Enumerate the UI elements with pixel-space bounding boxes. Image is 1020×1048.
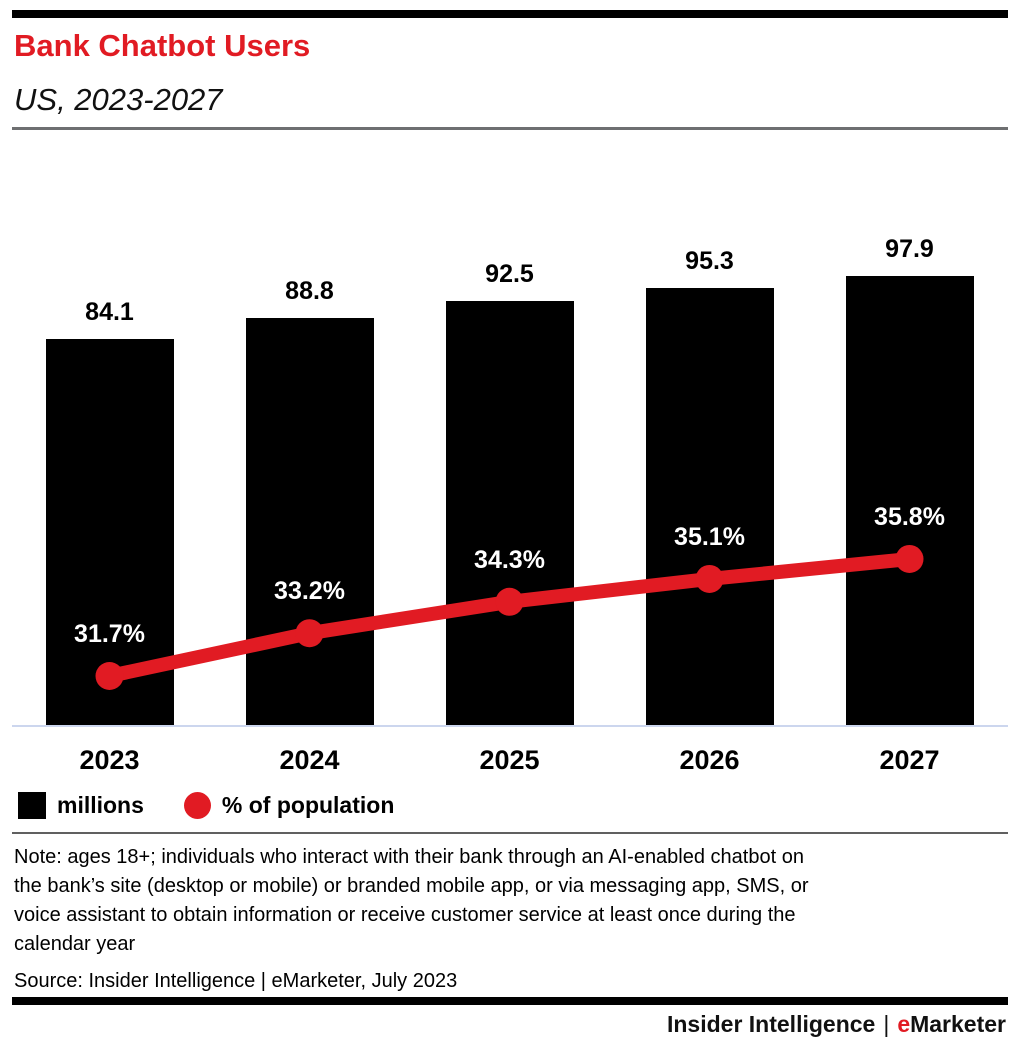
bar-2025 [445, 301, 574, 725]
bottom-rule [12, 997, 1008, 1005]
bar-value-label-2023: 84.1 [85, 298, 134, 326]
x-axis-label-2027: 2027 [879, 745, 940, 775]
bar-value-label-2026: 95.3 [685, 247, 734, 275]
legend-label-pct-of-population: % of population [221, 791, 395, 818]
pct-label-2026: 35.1% [674, 522, 745, 551]
pct-line-chart [95, 544, 924, 690]
bar-2024 [245, 318, 374, 725]
bar-series-swatch-icon [18, 791, 46, 819]
x-axis-label-2024: 2024 [279, 745, 340, 775]
footer-brand: Insider Intelligence | eMarketer [667, 1009, 1006, 1039]
bar-value-label-2024: 88.8 [285, 277, 334, 305]
pct-dot-2027 [895, 544, 924, 573]
pct-label-2027: 35.8% [874, 502, 945, 531]
footer-brand-left: Insider Intelligence [666, 1011, 876, 1037]
note-line: Note: ages 18+; individuals who interact… [14, 846, 804, 868]
legend-divider [12, 832, 1008, 834]
header-divider [12, 127, 1008, 130]
footer-brand-e: e [897, 1011, 911, 1037]
note-line: voice assistant to obtain information or… [14, 904, 796, 926]
x-axis-label-2023: 2023 [79, 745, 140, 775]
chart-legend: millions % of population [18, 790, 394, 820]
x-axis-line [12, 725, 1008, 727]
bar-value-label-2027: 97.9 [885, 235, 934, 263]
bar-2026 [645, 288, 774, 725]
source-line: Source: Insider Intelligence | eMarketer… [14, 970, 458, 992]
pct-label-2024: 33.2% [274, 577, 345, 606]
pct-dot-2026 [695, 564, 724, 593]
legend-label-millions: millions [57, 791, 144, 818]
page-subtitle: US, 2023-2027 [14, 82, 223, 117]
pct-label-2025: 34.3% [474, 545, 545, 574]
bar-2027 [845, 276, 974, 725]
chart-plot: 84.1 2023 88.8 2024 92.5 2025 95.3 2026 97.9 2027… [0, 130, 1020, 780]
note-line: calendar year [14, 933, 136, 955]
line-series-swatch-icon [183, 791, 211, 819]
footer-brand-separator: | [883, 1011, 890, 1037]
pct-dot-2025 [495, 587, 524, 616]
note-block: Note: ages 18+; individuals who interact… [14, 843, 809, 959]
pct-line [102, 551, 917, 683]
x-axis-label-2026: 2026 [679, 745, 740, 775]
x-axis-label-2025: 2025 [479, 745, 540, 775]
top-rule [12, 10, 1008, 18]
bar-value-label-2025: 92.5 [485, 260, 534, 288]
pct-label-2023: 31.7% [74, 620, 145, 648]
footer-brand-rest: Marketer [910, 1011, 1006, 1037]
note-line: the bank’s site (desktop or mobile) or b… [14, 875, 809, 897]
page-title: Bank Chatbot Users [14, 28, 311, 63]
pct-dot-2024 [295, 619, 324, 648]
pct-dot-2023 [95, 662, 124, 690]
